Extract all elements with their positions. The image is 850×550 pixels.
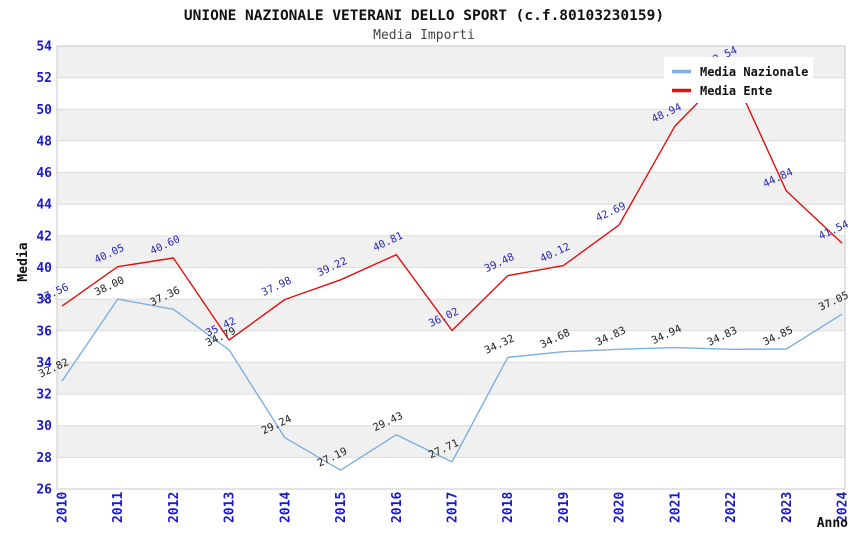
- y-tick-label: 52: [36, 71, 52, 86]
- y-tick-label: 44: [36, 198, 52, 213]
- plot-band: [57, 235, 845, 268]
- x-axis-title: Anno: [817, 516, 848, 531]
- plot-band: [57, 299, 845, 331]
- y-tick-label: 42: [36, 229, 52, 244]
- x-tick-label: 2018: [501, 492, 516, 523]
- x-tick-label: 2011: [111, 492, 126, 523]
- legend: Media Nazionale Media Ente: [664, 57, 813, 103]
- y-tick-label: 54: [36, 40, 52, 55]
- plot-border: [56, 45, 846, 490]
- data-label: 38.00: [93, 274, 127, 298]
- plot-band: [57, 362, 845, 395]
- x-tick-label: 2015: [334, 492, 349, 523]
- plot-border-rect: [56, 45, 846, 490]
- x-tick-label: 2016: [390, 492, 405, 523]
- plot-band: [57, 109, 845, 141]
- x-tick-label: 2020: [613, 492, 628, 523]
- y-tick-label: 34: [36, 356, 52, 371]
- plot-bands: [57, 46, 845, 458]
- x-tick-label: 2014: [278, 492, 293, 523]
- plot-band: [57, 425, 845, 458]
- y-tick-label: 36: [36, 324, 52, 339]
- y-tick-label: 40: [36, 261, 52, 276]
- y-tick-label: 48: [36, 134, 52, 149]
- y-tick-label: 38: [36, 293, 52, 308]
- y-tick-label: 46: [36, 166, 52, 181]
- chart-title: UNIONE NAZIONALE VETERANI DELLO SPORT (c…: [184, 8, 664, 24]
- y-tick-label: 26: [36, 483, 52, 498]
- data-label: 34.32: [483, 333, 517, 357]
- legend-background: [664, 57, 813, 103]
- legend-label-media-ente: Media Ente: [700, 84, 772, 98]
- x-tick-label: 2021: [668, 492, 683, 523]
- x-axis-tick-labels: 2010 2011 2012 2013 2014 2015 2016 2017 2018 2019…: [56, 492, 850, 523]
- x-tick-label: 2012: [167, 492, 182, 523]
- x-tick-label: 2023: [780, 492, 795, 523]
- x-tick-label: 2022: [724, 492, 739, 523]
- legend-label-media-nazionale: Media Nazionale: [700, 65, 808, 79]
- y-axis-title: Media: [16, 242, 31, 281]
- x-tick-label: 2013: [223, 492, 238, 523]
- y-tick-label: 32: [36, 388, 52, 403]
- series-line-media-nazionale: [61, 298, 843, 471]
- x-tick-label: 2017: [446, 492, 461, 523]
- y-axis-tick-labels: 26 28 30 32 34 36 38 40 42 44 46 48 50 52 54: [36, 40, 52, 498]
- y-tick-label: 50: [36, 103, 52, 118]
- y-tick-label: 28: [36, 451, 52, 466]
- x-tick-label: 2024: [836, 492, 850, 523]
- x-tick-label: 2019: [557, 492, 572, 523]
- y-tick-label: 30: [36, 419, 52, 434]
- chart-subtitle: Media Importi: [373, 28, 475, 43]
- data-label: 37.98: [260, 275, 294, 299]
- plot-band: [57, 172, 845, 205]
- x-tick-label: 2010: [56, 492, 71, 523]
